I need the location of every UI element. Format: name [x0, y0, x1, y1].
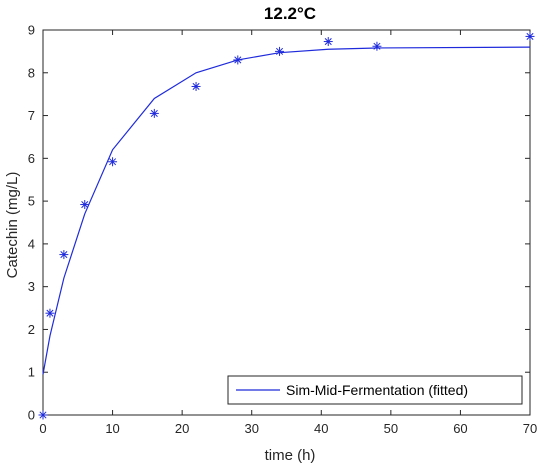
x-tick-label: 10	[105, 421, 119, 436]
legend-label: Sim-Mid-Fermentation (fitted)	[286, 382, 468, 398]
y-tick-label: 2	[28, 322, 35, 337]
x-tick-label: 70	[523, 421, 537, 436]
x-axis-label: time (h)	[265, 447, 316, 464]
y-axis-label: Catechin (mg/L)	[4, 172, 21, 279]
x-tick-label: 40	[314, 421, 328, 436]
y-axis-ticks: 0 1 2 3 4 5 6 7 8 9	[28, 23, 530, 423]
chart-title: 12.2°C	[264, 4, 316, 23]
y-tick-label: 4	[28, 236, 35, 251]
x-tick-label: 0	[39, 421, 46, 436]
data-point-asterisk	[108, 157, 118, 167]
x-tick-label: 20	[175, 421, 189, 436]
data-point-asterisk	[38, 410, 48, 420]
y-tick-label: 0	[28, 408, 35, 423]
y-tick-label: 5	[28, 194, 35, 209]
x-tick-label: 50	[384, 421, 398, 436]
data-point-asterisk	[275, 46, 285, 56]
legend: Sim-Mid-Fermentation (fitted)	[227, 375, 523, 405]
plot-area-frame	[42, 29, 531, 416]
y-tick-label: 9	[28, 23, 35, 38]
y-tick-label: 6	[28, 151, 35, 166]
y-tick-label: 3	[28, 279, 35, 294]
data-point-asterisk	[149, 108, 159, 118]
x-tick-label: 60	[453, 421, 467, 436]
data-point-asterisk	[191, 81, 201, 91]
data-point-asterisk	[59, 250, 69, 260]
data-point-asterisk	[525, 31, 535, 41]
x-tick-label: 30	[244, 421, 258, 436]
measured-points-series	[38, 31, 535, 420]
data-point-asterisk	[372, 41, 382, 51]
data-point-asterisk	[80, 200, 90, 210]
data-point-asterisk	[45, 308, 55, 318]
fitted-line-series	[42, 46, 531, 375]
y-tick-label: 7	[28, 108, 35, 123]
fitted-line	[42, 46, 531, 375]
axes-box	[42, 29, 531, 416]
y-tick-label: 8	[28, 65, 35, 80]
y-tick-label: 1	[28, 365, 35, 380]
data-point-asterisk	[323, 37, 333, 47]
x-axis-ticks: 0 10 20 30 40 50 60 70	[39, 30, 537, 436]
data-point-asterisk	[233, 55, 243, 65]
